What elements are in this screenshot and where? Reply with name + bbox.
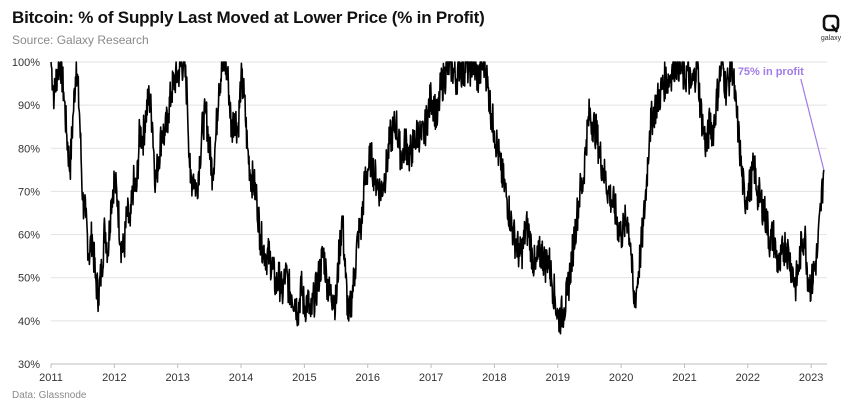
x-tick-label: 2019 (546, 372, 570, 384)
chart-title: Bitcoin: % of Supply Last Moved at Lower… (12, 8, 485, 27)
x-tick-label: 2017 (419, 372, 443, 384)
annotation-label: 75% in profit (738, 66, 804, 78)
y-axis-ticks: 30% 40% 50% 60% 70% 80% 90% 100% (12, 57, 40, 371)
y-tick-label: 30% (18, 359, 40, 371)
data-source-note: Data: Glassnode (12, 390, 87, 401)
galaxy-logo-icon (822, 14, 840, 33)
x-tick-label: 2012 (102, 372, 126, 384)
y-tick-label: 100% (12, 57, 40, 69)
galaxy-logo: galaxy (818, 14, 844, 42)
series-line-percent-in-profit (50, 61, 825, 335)
y-tick-label: 80% (18, 143, 40, 155)
y-tick-label: 60% (18, 230, 40, 242)
x-axis-ticks: 2011 2012 2013 2014 2015 2016 2017 2018 2019 2020… (39, 364, 823, 384)
x-tick-label: 2021 (672, 372, 696, 384)
x-tick-label: 2023 (799, 372, 823, 384)
x-tick-label: 2022 (736, 372, 760, 384)
x-tick-label: 2011 (39, 372, 63, 384)
x-tick-label: 2013 (165, 372, 189, 384)
chart-subtitle: Source: Galaxy Research (12, 33, 149, 47)
y-tick-label: 70% (18, 186, 40, 198)
x-tick-label: 2018 (482, 372, 506, 384)
y-tick-label: 50% (18, 273, 40, 285)
x-tick-label: 2020 (609, 372, 633, 384)
y-tick-label: 90% (18, 100, 40, 112)
x-tick-label: 2014 (229, 372, 253, 384)
x-tick-label: 2016 (355, 372, 379, 384)
annotation-pointer-line (800, 78, 825, 171)
galaxy-logo-text: galaxy (820, 35, 842, 42)
y-tick-label: 40% (18, 316, 40, 328)
x-tick-label: 2015 (292, 372, 316, 384)
